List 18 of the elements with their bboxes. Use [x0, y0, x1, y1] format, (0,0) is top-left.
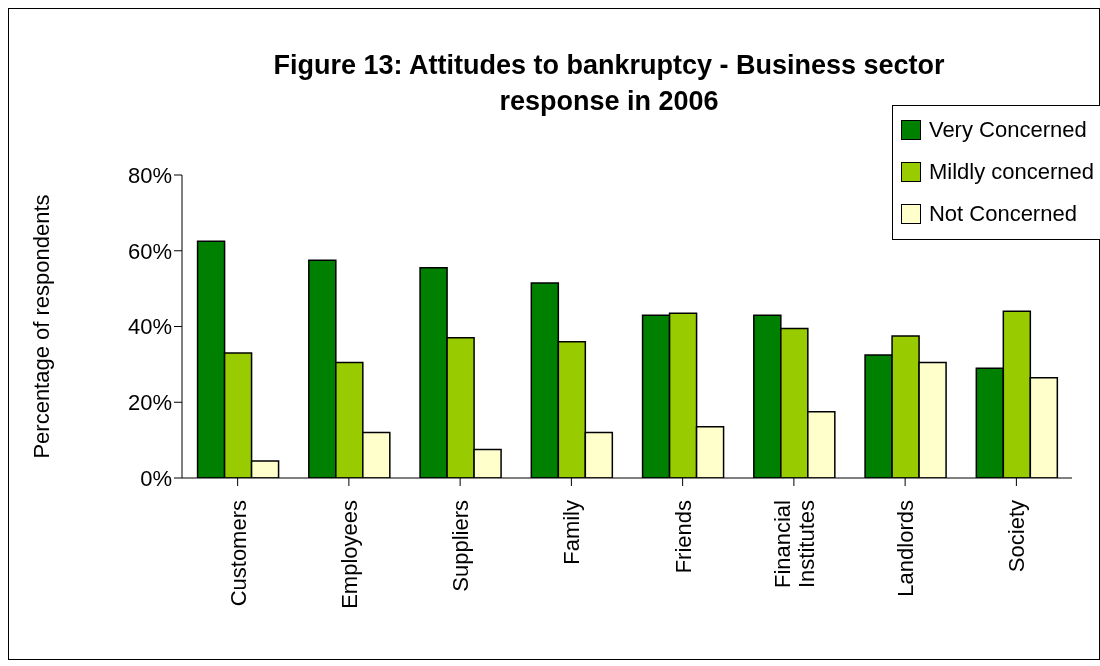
x-tick-label: Suppliers [448, 500, 474, 592]
x-tick-label: Society [1004, 500, 1030, 573]
y-tick-label: 80% [127, 162, 172, 188]
y-tick-label: 40% [127, 314, 172, 340]
legend-label: Mildly concerned [928, 159, 1094, 185]
chart-title: Figure 13: Attitudes to bankruptcy - Business sector response in 2006 [273, 50, 945, 116]
legend-label: Very Concerned [928, 117, 1087, 143]
x-tick-label: Financial Institutes [769, 500, 819, 589]
y-tick-label: 20% [127, 390, 172, 416]
x-tick-label: Landlords [893, 500, 919, 597]
x-tick-label: Employees [336, 500, 362, 609]
x-tick-label: Family [559, 500, 585, 565]
x-tick-label: Friends [670, 500, 696, 574]
y-tick-label: 0% [140, 465, 172, 491]
legend-label: Not Concerned [928, 201, 1077, 227]
y-axis-title: Percentage of respondents [28, 194, 54, 459]
y-tick-label: 60% [127, 238, 172, 264]
x-tick-label: Customers [225, 500, 251, 607]
